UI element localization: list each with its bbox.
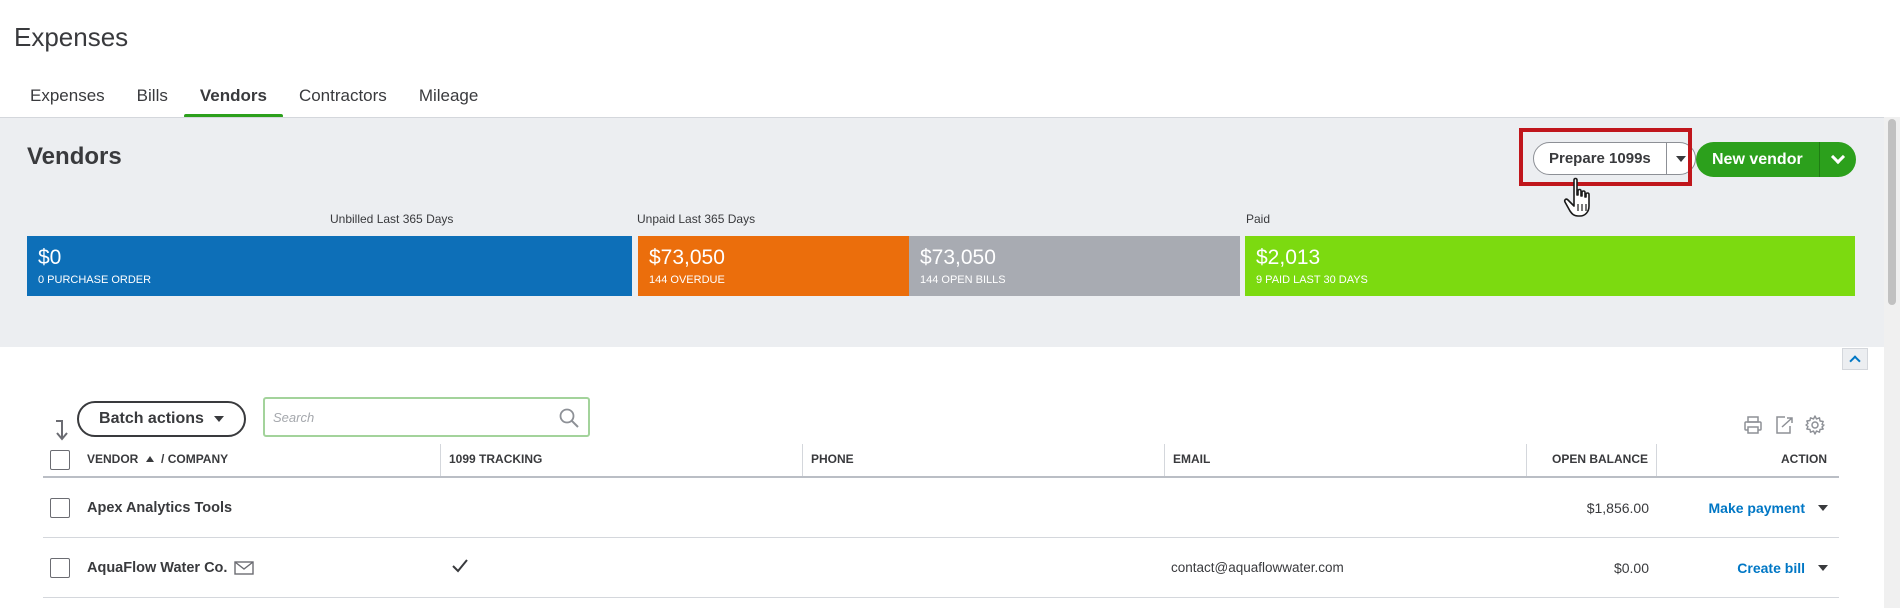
prepare-1099s-dropdown[interactable] <box>1667 143 1695 174</box>
tab-bar: Expenses Bills Vendors Contractors Milea… <box>14 84 494 118</box>
unbilled-label: Unbilled Last 365 Days <box>330 212 454 226</box>
open-bills-stat[interactable]: $73,050 144 OPEN BILLS <box>909 236 1240 296</box>
stat-amount: $73,050 <box>920 246 996 269</box>
batch-actions-button[interactable]: Batch actions <box>77 401 246 437</box>
company-header-label: / COMPANY <box>161 452 229 466</box>
tab-mileage[interactable]: Mileage <box>418 86 479 105</box>
column-header-email[interactable]: EMAIL <box>1165 444 1527 476</box>
stat-caption: 144 OPEN BILLS <box>920 274 1006 286</box>
print-icon[interactable] <box>1742 414 1764 436</box>
new-vendor-dropdown[interactable] <box>1820 142 1856 177</box>
table-row: Apex Analytics Tools $1,856.00 Make paym… <box>43 478 1839 538</box>
export-icon[interactable] <box>1773 414 1795 436</box>
vendor-email: contact@aquaflowwater.com <box>1171 560 1344 575</box>
hand-pointer-icon <box>1563 177 1590 217</box>
collapse-panel-button[interactable] <box>1842 348 1868 370</box>
tab-bills[interactable]: Bills <box>136 86 168 105</box>
chevron-up-icon <box>1849 355 1861 367</box>
search-input[interactable] <box>273 405 543 429</box>
row-checkbox[interactable] <box>50 558 70 578</box>
vendor-name-link[interactable]: AquaFlow Water Co. <box>87 560 228 576</box>
prepare-1099s-split-button: Prepare 1099s <box>1533 142 1696 175</box>
stat-caption: 0 PURCHASE ORDER <box>38 274 152 286</box>
scrollbar-thumb[interactable] <box>1888 119 1896 305</box>
new-vendor-split-button: New vendor <box>1696 142 1856 177</box>
chevron-down-icon <box>1830 149 1845 165</box>
tab-expenses[interactable]: Expenses <box>30 86 105 105</box>
stat-caption: 9 PAID LAST 30 DAYS <box>1256 274 1368 286</box>
select-all-checkbox[interactable] <box>50 450 70 470</box>
table-tools <box>1742 414 1826 436</box>
unpaid-label: Unpaid Last 365 Days <box>637 212 756 226</box>
sort-ascending-icon <box>145 456 154 462</box>
column-header-open-balance[interactable]: OPEN BALANCE <box>1527 444 1657 476</box>
sort-arrow-icon[interactable] <box>52 418 74 442</box>
section-title: Vendors <box>27 143 122 170</box>
overdue-stat[interactable]: $73,050 144 OVERDUE <box>638 236 909 296</box>
column-header-vendor[interactable]: VENDOR / COMPANY <box>79 444 441 476</box>
caret-down-icon <box>1675 155 1686 162</box>
action-menu-caret-icon[interactable] <box>1818 565 1828 571</box>
table-header: VENDOR / COMPANY 1099 TRACKING PHONE EMA… <box>43 444 1839 478</box>
caret-down-icon <box>213 416 224 422</box>
search-icon[interactable] <box>558 407 580 429</box>
create-bill-link[interactable]: Create bill <box>1737 560 1805 576</box>
column-header-phone[interactable]: PHONE <box>803 444 1165 476</box>
make-payment-link[interactable]: Make payment <box>1708 500 1805 516</box>
paid-stat[interactable]: $2,013 9 PAID LAST 30 DAYS <box>1245 236 1855 296</box>
tab-contractors[interactable]: Contractors <box>298 86 387 105</box>
vertical-scrollbar[interactable] <box>1884 117 1900 608</box>
envelope-icon[interactable] <box>234 560 254 576</box>
new-vendor-button[interactable]: New vendor <box>1696 142 1820 177</box>
stat-caption: 144 OVERDUE <box>649 274 725 286</box>
highlight-annotation <box>1519 128 1692 186</box>
open-balance: $1,856.00 <box>1586 500 1649 516</box>
row-checkbox[interactable] <box>50 498 70 518</box>
purchase-order-stat[interactable]: $0 0 PURCHASE ORDER <box>27 236 632 296</box>
settings-gear-icon[interactable] <box>1804 414 1826 436</box>
tab-vendors[interactable]: Vendors <box>183 84 284 118</box>
stat-amount: $0 <box>38 246 62 269</box>
vendor-header-label: VENDOR <box>87 452 139 466</box>
checkmark-icon <box>452 559 468 573</box>
page-title: Expenses <box>14 22 129 52</box>
column-header-1099-tracking[interactable]: 1099 TRACKING <box>441 444 803 476</box>
stat-amount: $73,050 <box>649 246 725 269</box>
action-menu-caret-icon[interactable] <box>1818 505 1828 511</box>
batch-actions-label: Batch actions <box>99 410 204 427</box>
vendor-name-link[interactable]: Apex Analytics Tools <box>87 500 233 516</box>
paid-label: Paid <box>1246 212 1271 226</box>
column-header-action: ACTION <box>1781 452 1827 466</box>
vendor-search <box>263 397 590 437</box>
open-balance: $0.00 <box>1613 560 1649 576</box>
prepare-1099s-button[interactable]: Prepare 1099s <box>1534 143 1667 174</box>
stat-amount: $2,013 <box>1256 246 1321 269</box>
table-row: AquaFlow Water Co. contact@aquaflowwater… <box>43 538 1839 598</box>
